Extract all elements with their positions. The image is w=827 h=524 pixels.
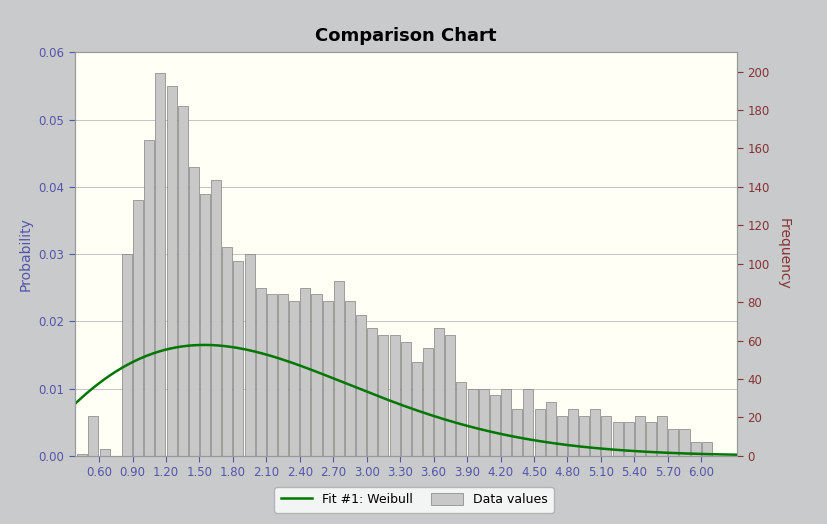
Bar [623, 422, 633, 456]
Bar [467, 389, 477, 456]
Bar [222, 247, 232, 456]
Bar [311, 294, 321, 456]
Bar [523, 389, 533, 456]
Bar [400, 342, 410, 456]
Bar [266, 294, 276, 456]
Bar [345, 301, 355, 456]
Bar [701, 442, 711, 456]
Title: Comparison Chart: Comparison Chart [314, 27, 496, 45]
Bar [645, 422, 655, 456]
Bar [433, 328, 443, 456]
Bar [389, 335, 399, 456]
Bar [411, 362, 422, 456]
Bar [144, 140, 154, 456]
Bar [578, 416, 589, 456]
Bar [256, 288, 265, 456]
Bar [77, 454, 87, 456]
Bar [300, 288, 310, 456]
Bar [88, 416, 98, 456]
Bar [99, 449, 109, 456]
Bar [612, 422, 622, 456]
Bar [490, 395, 500, 456]
Bar [534, 409, 544, 456]
Bar [367, 328, 377, 456]
Bar [211, 180, 221, 456]
Bar [679, 429, 689, 456]
Bar [333, 281, 343, 456]
Bar [166, 86, 176, 456]
Bar [545, 402, 555, 456]
Bar [512, 409, 522, 456]
Bar [155, 72, 165, 456]
Bar [178, 106, 188, 456]
Bar [133, 200, 143, 456]
Y-axis label: Probability: Probability [18, 217, 32, 291]
Bar [600, 416, 610, 456]
Bar [634, 416, 644, 456]
Bar [122, 254, 131, 456]
Bar [423, 348, 433, 456]
Y-axis label: Frequency: Frequency [776, 219, 790, 290]
Bar [189, 167, 198, 456]
Bar [478, 389, 488, 456]
Bar [657, 416, 667, 456]
Bar [323, 301, 332, 456]
Bar [200, 193, 210, 456]
Bar [356, 314, 366, 456]
Bar [244, 254, 255, 456]
Bar [289, 301, 299, 456]
Bar [556, 416, 566, 456]
Bar [690, 442, 700, 456]
Legend: Fit #1: Weibull, Data values: Fit #1: Weibull, Data values [274, 487, 553, 512]
Bar [456, 382, 466, 456]
Bar [567, 409, 577, 456]
Bar [500, 389, 510, 456]
Bar [445, 335, 455, 456]
Bar [278, 294, 288, 456]
Bar [233, 261, 243, 456]
Bar [590, 409, 600, 456]
Bar [667, 429, 677, 456]
Bar [378, 335, 388, 456]
